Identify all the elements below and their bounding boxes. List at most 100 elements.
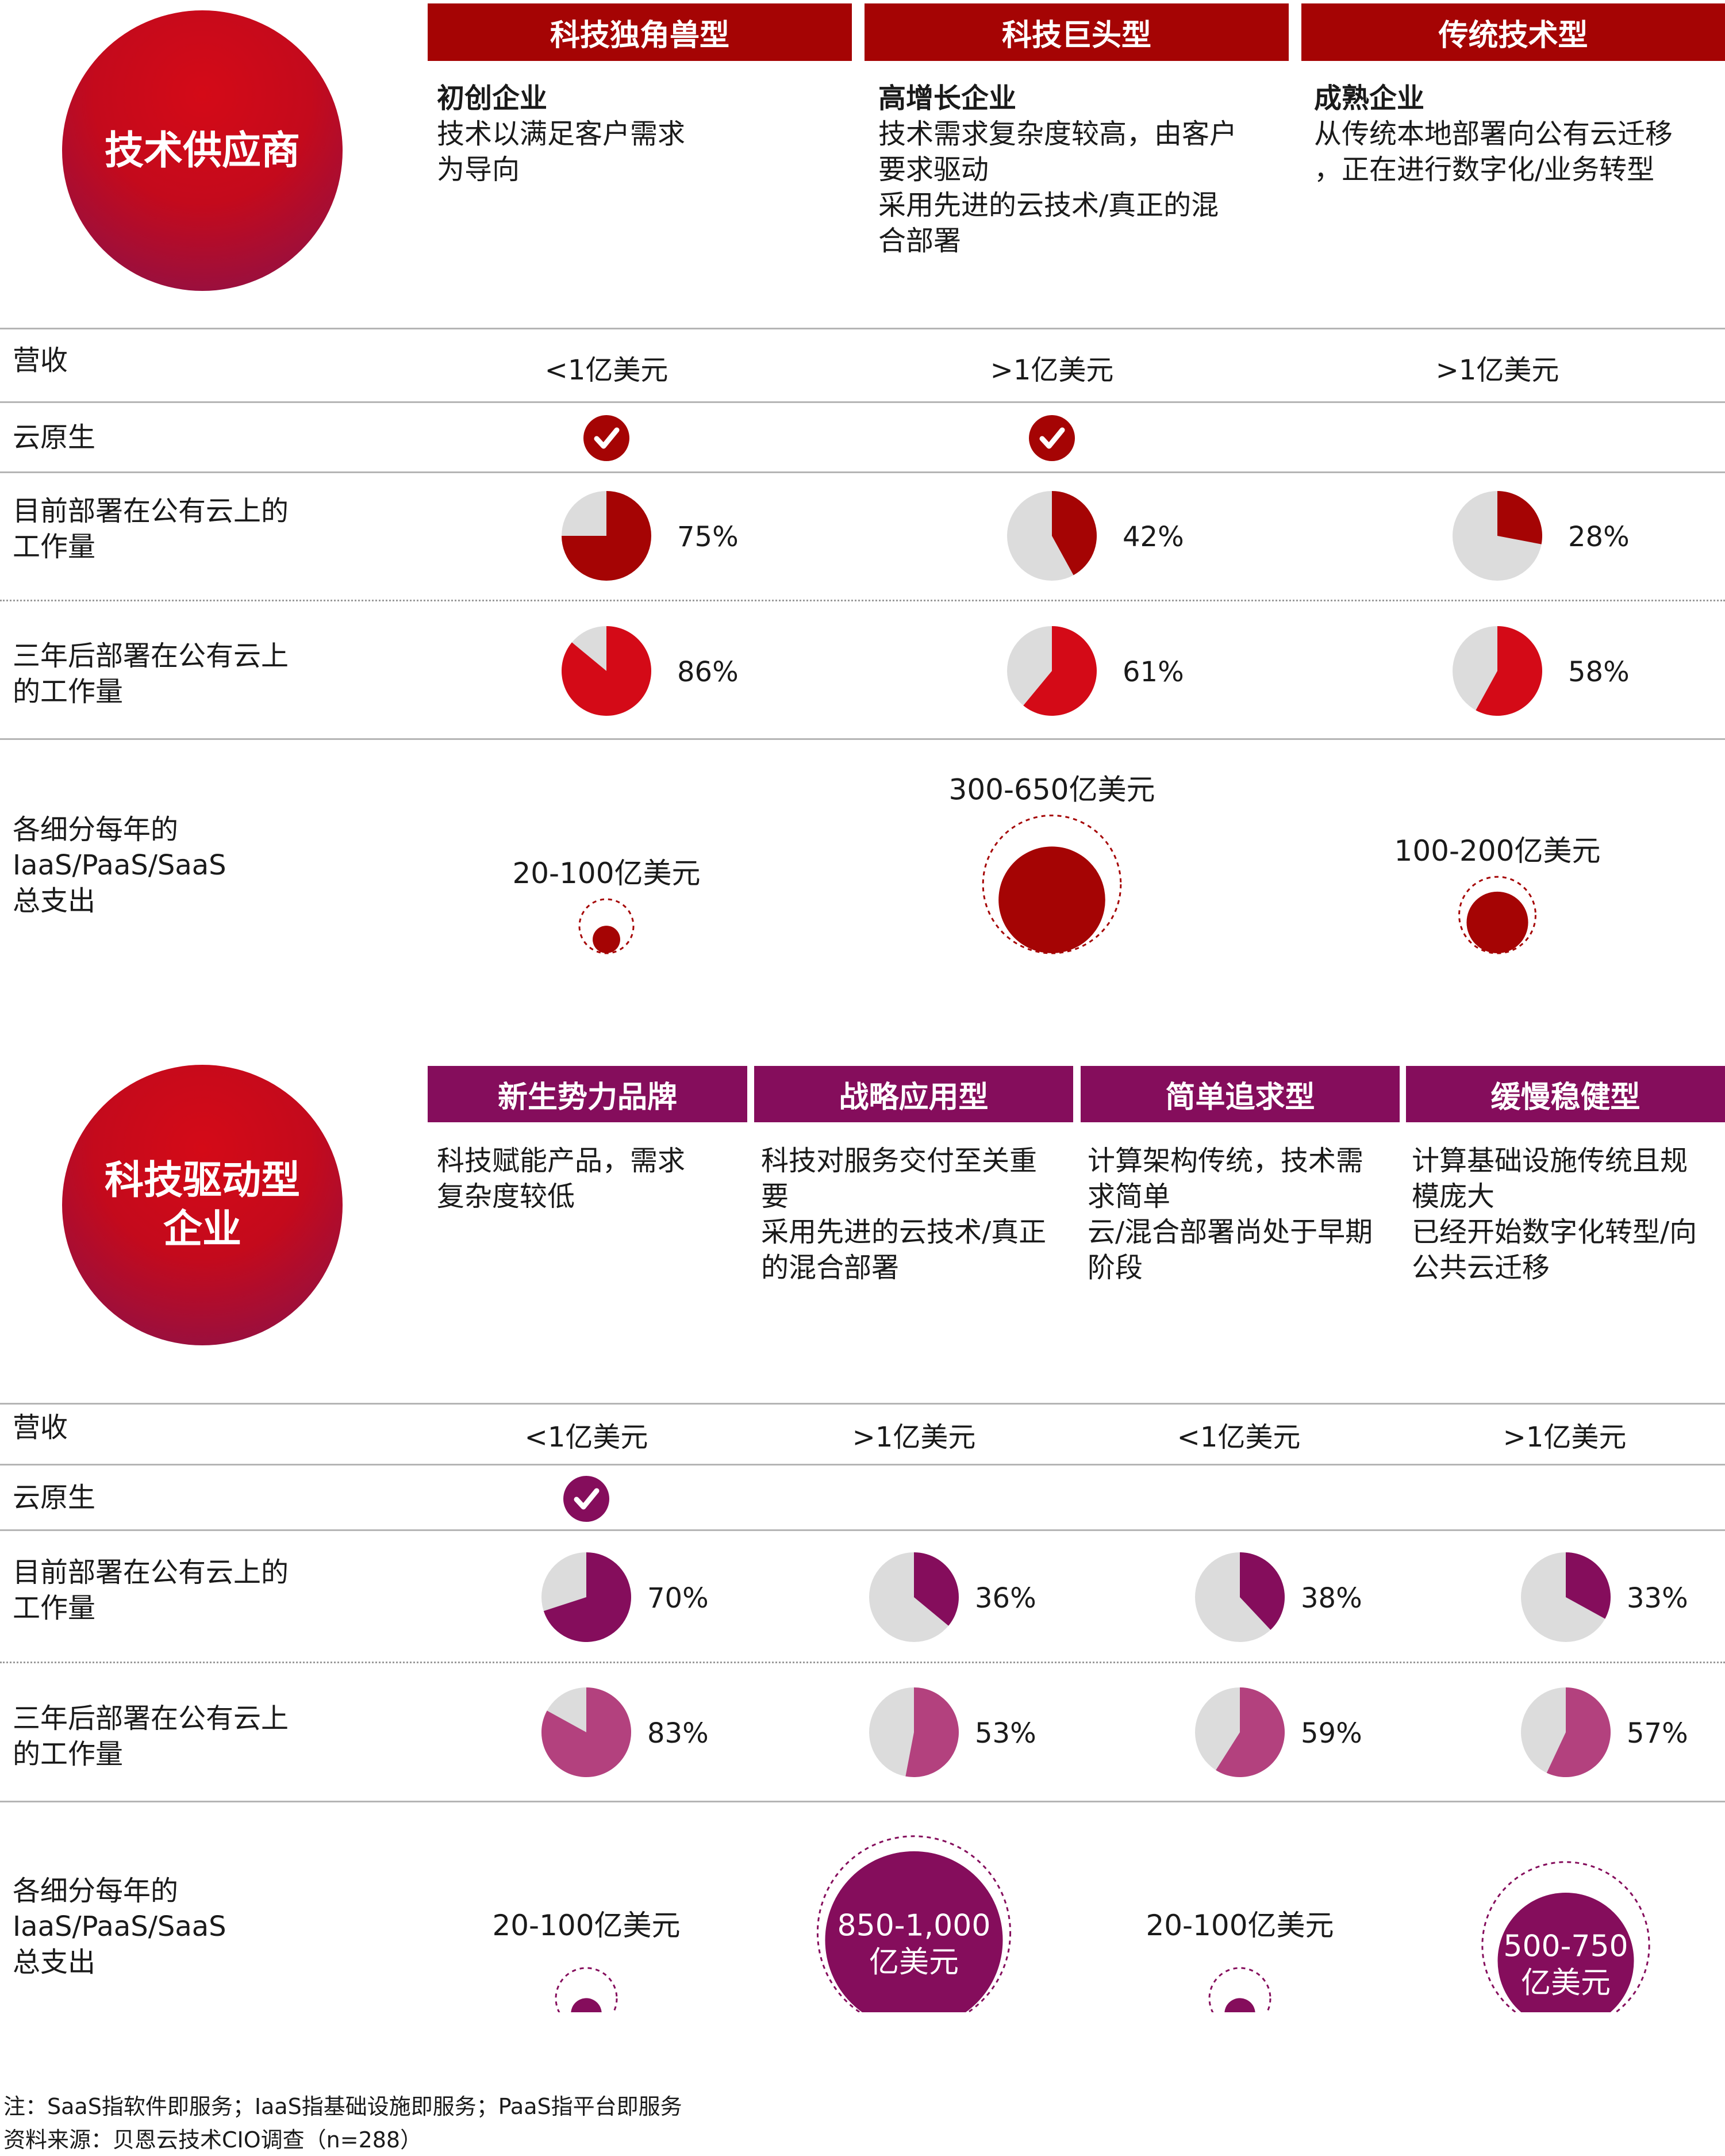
- bubble-range-outline: [1481, 1861, 1650, 2012]
- check-circle: [563, 1476, 609, 1522]
- s2-desc-line: 复杂度较低: [437, 1180, 575, 1213]
- s2-future-pie: [541, 1687, 632, 1777]
- s1-spend-bubble: [982, 814, 1122, 954]
- check-circle: [1029, 415, 1075, 461]
- pie-slice: [543, 1552, 631, 1643]
- s1-col-header-unicorn: 科技独角兽型: [428, 3, 852, 61]
- s1-desc-line: 为导向: [437, 154, 520, 186]
- s2-revenue-value: >1亿美元: [1503, 1421, 1627, 1453]
- s2-future-pct: 53%: [975, 1717, 1036, 1750]
- s2-current-pct: 33%: [1627, 1582, 1688, 1614]
- footnote-note: 注：SaaS指软件即服务；IaaS指基础设施即服务；PaaS指平台即服务: [3, 2094, 682, 2119]
- s1-row-label-line: 各细分每年的: [13, 814, 179, 846]
- s2-row-label-line: 的工作量: [13, 1738, 124, 1770]
- bubble-fill: [1497, 1893, 1634, 2012]
- cloud-native-check-icon: [583, 415, 629, 461]
- s2-row-label-spend: 各细分每年的 IaaS/PaaS/SaaS 总支出: [13, 1873, 226, 1980]
- s2-desc-line: 已经开始数字化转型/向: [1412, 1216, 1697, 1248]
- s2-spend-label: 500-750: [1503, 1929, 1628, 1963]
- s1-desc-line: 合部署: [878, 225, 962, 257]
- section2-badge-line: 科技驱动型: [104, 1158, 300, 1203]
- s2-future-pie: [1195, 1687, 1285, 1778]
- s2-current-pct: 36%: [975, 1582, 1036, 1614]
- pie-slice: [1546, 1687, 1611, 1778]
- s1-rule: [0, 471, 1725, 473]
- s2-desc-line: 科技对服务交付至关重: [761, 1145, 1038, 1177]
- s2-rule: [0, 1801, 1725, 1802]
- s2-col-desc-simple: 计算架构传统，技术需 求简单 云/混合部署尚处于早期 阶段: [1088, 1143, 1403, 1286]
- s2-desc-line: 求简单: [1088, 1180, 1171, 1213]
- s1-rule: [0, 738, 1725, 740]
- s1-row-label-line: 总支出: [13, 885, 96, 917]
- s2-col-header-label: 新生势力品牌: [497, 1080, 677, 1115]
- pie-slice: [561, 626, 651, 716]
- s1-current-pct: 28%: [1568, 521, 1630, 553]
- s2-desc-line: 计算基础设施传统且规: [1412, 1145, 1688, 1177]
- s2-spend-label: 20-100亿美元: [1146, 1909, 1334, 1942]
- s2-revenue-value: <1亿美元: [524, 1421, 648, 1453]
- bubble-fill: [825, 1851, 1003, 2012]
- pie-slice: [1476, 626, 1542, 716]
- bubble-fill: [998, 846, 1105, 954]
- pie-slice: [1240, 1552, 1285, 1630]
- s1-future-pct: 86%: [677, 656, 739, 688]
- s2-spend-bubble: [555, 1967, 618, 2012]
- bubble-range-outline: [1208, 1967, 1271, 2012]
- s2-future-pie: [1521, 1687, 1611, 1778]
- pie-slice: [1023, 626, 1097, 716]
- s2-desc-line: 要: [761, 1180, 789, 1213]
- s2-rule: [0, 1464, 1725, 1466]
- s1-future-pie: [561, 626, 651, 716]
- bubble-range-outline: [982, 814, 1122, 954]
- s2-desc-line: 云/混合部署尚处于早期: [1088, 1216, 1373, 1248]
- s1-current-pie: [1453, 491, 1542, 581]
- s1-desc-line: ，正在进行数字化/业务转型: [1314, 154, 1655, 186]
- s1-col-header-label: 传统技术型: [1438, 18, 1588, 53]
- s1-col-desc-giant: 高增长企业 技术需求复杂度较高，由客户 要求驱动 采用先进的云技术/真正的混 合…: [878, 80, 1292, 259]
- section2-badge-line: 企业: [163, 1207, 241, 1252]
- s2-current-pie: [869, 1552, 959, 1642]
- s1-current-pie: [1007, 491, 1097, 581]
- s1-current-pct: 42%: [1123, 521, 1184, 553]
- s2-current-pct: 70%: [647, 1582, 709, 1614]
- s2-desc-line: 采用先进的云技术/真正: [761, 1216, 1047, 1248]
- s1-desc-line: 采用先进的云技术/真正的混: [878, 189, 1219, 221]
- s2-future-pct: 57%: [1627, 1717, 1688, 1750]
- s2-future-pie: [869, 1687, 959, 1777]
- s2-desc-line: 计算架构传统，技术需: [1088, 1145, 1364, 1177]
- s2-col-header-label: 战略应用型: [839, 1080, 989, 1115]
- pie-slice: [1216, 1687, 1285, 1778]
- s2-current-pct: 38%: [1301, 1582, 1362, 1614]
- check-mark: [594, 427, 620, 449]
- pie-slice: [905, 1687, 959, 1777]
- section1-badge: 技术供应商: [62, 10, 343, 291]
- check-mark: [574, 1488, 600, 1510]
- s2-col-header-label: 简单追求型: [1165, 1080, 1315, 1115]
- s1-graphics: 75% 42% 28% 86% 61% 58% 20-100亿美元 300-650亿美元 100…: [512, 415, 1630, 954]
- s1-current-pct: 75%: [677, 521, 739, 553]
- s1-desc-line: 技术以满足客户需求: [437, 118, 686, 150]
- pie-slice: [562, 491, 651, 581]
- s1-col-desc-traditional: 成熟企业 从传统本地部署向公有云迁移 ，正在进行数字化/业务转型: [1314, 80, 1725, 187]
- s2-row-label-revenue: 营收: [13, 1411, 68, 1444]
- cloud-native-check-icon: [563, 1476, 609, 1522]
- pie-slice: [1497, 491, 1542, 544]
- s2-row-label-line: 工作量: [13, 1592, 96, 1624]
- s1-row-label-line: 的工作量: [13, 676, 124, 708]
- s2-current-pie: [541, 1552, 631, 1643]
- s2-revenue-value: <1亿美元: [1177, 1421, 1301, 1453]
- s1-revenue-value: <1亿美元: [544, 354, 669, 386]
- s2-col-header-steady: 缓慢稳健型: [1406, 1066, 1725, 1122]
- s2-row-label-cloud-native: 云原生: [13, 1482, 96, 1514]
- s2-row-label-future: 三年后部署在公有云上 的工作量: [13, 1701, 289, 1772]
- s2-row-label-line: IaaS/PaaS/SaaS: [13, 1911, 226, 1943]
- s1-spend-label: 20-100亿美元: [512, 857, 700, 890]
- s1-desc-title: 高增长企业: [878, 82, 1017, 114]
- s1-future-pct: 61%: [1123, 656, 1184, 688]
- s2-current-pie: [1195, 1552, 1285, 1642]
- s2-desc-line: 科技赋能产品，需求: [437, 1145, 686, 1177]
- s1-revenue-value: >1亿美元: [1435, 354, 1559, 386]
- s2-row-label-current: 目前部署在公有云上的 工作量: [13, 1555, 289, 1626]
- s2-desc-line: 公共云迁移: [1412, 1252, 1550, 1284]
- s2-row-label-line: 总支出: [13, 1946, 96, 1978]
